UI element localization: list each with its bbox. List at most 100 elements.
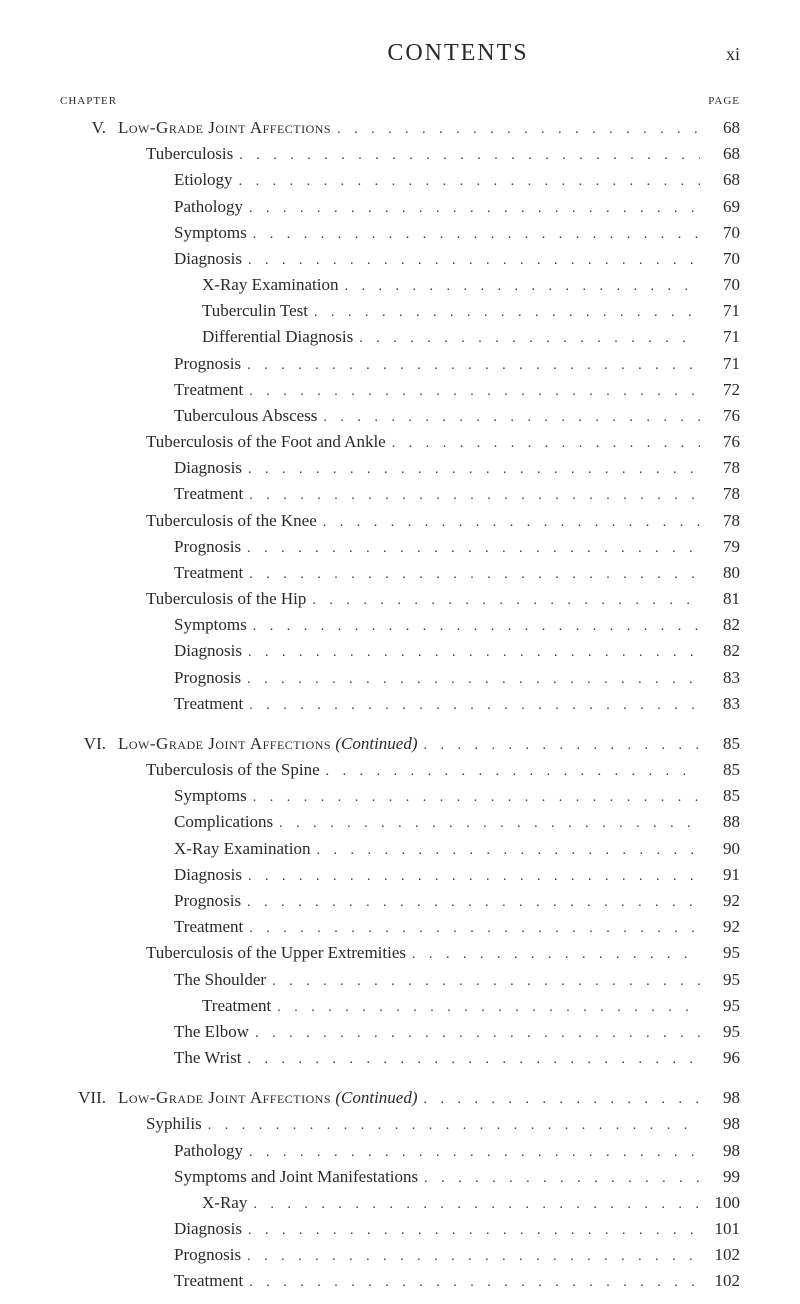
toc-entry: Treatment. . . . . . . . . . . . . . . .… xyxy=(60,560,740,586)
entry-text: Diagnosis xyxy=(118,638,242,664)
entry-page: 78 xyxy=(700,508,740,534)
leader-dots: . . . . . . . . . . . . . . . . . . . . … xyxy=(247,1194,700,1216)
toc-entry: Tuberculosis. . . . . . . . . . . . . . … xyxy=(60,141,740,167)
toc-entry: Tuberculosis of the Upper Extremities. .… xyxy=(60,940,740,966)
toc-entry: X-Ray Examination. . . . . . . . . . . .… xyxy=(60,272,740,298)
toc-entry: Prognosis. . . . . . . . . . . . . . . .… xyxy=(60,665,740,691)
leader-dots: . . . . . . . . . . . . . . . . . . . . … xyxy=(241,669,700,691)
entry-text: Treatment xyxy=(118,377,243,403)
entry-page: 102 xyxy=(700,1268,740,1294)
entry-title: Low-Grade Joint Affections xyxy=(118,734,331,753)
entry-text: Treatment xyxy=(118,1268,243,1294)
toc-entry: Diagnosis. . . . . . . . . . . . . . . .… xyxy=(60,455,740,481)
leader-dots: . . . . . . . . . . . . . . . . . . . . … xyxy=(249,1023,700,1045)
leader-dots: . . . . . . . . . . . . . . . . . . . . … xyxy=(243,381,700,403)
entry-page: 69 xyxy=(700,194,740,220)
entry-page: 92 xyxy=(700,914,740,940)
entry-text: Prognosis xyxy=(118,665,241,691)
toc-entry: Pathology. . . . . . . . . . . . . . . .… xyxy=(60,194,740,220)
entry-text: Prognosis xyxy=(118,1242,241,1268)
leader-dots: . . . . . . . . . . . . . . . . . . . . … xyxy=(242,866,700,888)
entry-text: X-Ray Examination xyxy=(118,836,310,862)
leader-dots: . . . . . . . . . . . . . . . . . . . . … xyxy=(338,276,700,298)
entry-text: X-Ray Examination xyxy=(118,272,338,298)
leader-dots: . . . . . . . . . . . . . . . . . . . . … xyxy=(242,1220,700,1242)
toc-entry: Treatment. . . . . . . . . . . . . . . .… xyxy=(60,993,740,1019)
entry-text: Symptoms xyxy=(118,612,247,638)
entry-page: 90 xyxy=(700,836,740,862)
entry-text: Low-Grade Joint Affections xyxy=(118,115,331,141)
leader-dots: . . . . . . . . . . . . . . . . . . . . … xyxy=(242,642,700,664)
entry-page: 95 xyxy=(700,993,740,1019)
entry-page: 101 xyxy=(700,1216,740,1242)
leader-dots: . . . . . . . . . . . . . . . . . . . . … xyxy=(266,971,700,993)
leader-dots: . . . . . . . . . . . . . . . . . . . . … xyxy=(317,407,700,429)
leader-dots: . . . . . . . . . . . . . . . . . . . . … xyxy=(243,918,700,940)
entry-page: 72 xyxy=(700,377,740,403)
leader-dots: . . . . . . . . . . . . . . . . . . . . … xyxy=(247,787,700,809)
entry-page: 79 xyxy=(700,534,740,560)
leader-dots: . . . . . . . . . . . . . . . . . . . . … xyxy=(243,1272,700,1294)
entry-text: Tuberculosis of the Hip xyxy=(118,586,306,612)
entry-text: Low-Grade Joint Affections (Continued) xyxy=(118,731,418,757)
entry-page: 95 xyxy=(700,940,740,966)
entry-text: Diagnosis xyxy=(118,862,242,888)
entry-suffix: (Continued) xyxy=(331,734,417,753)
entry-page: 92 xyxy=(700,888,740,914)
entry-page: 99 xyxy=(700,1164,740,1190)
toc-entry: Diagnosis. . . . . . . . . . . . . . . .… xyxy=(60,246,740,272)
section-gap xyxy=(60,717,740,731)
leader-dots: . . . . . . . . . . . . . . . . . . . . … xyxy=(418,1168,700,1190)
page-number-text: xi xyxy=(726,44,740,64)
toc-entry: VII.Low-Grade Joint Affections (Continue… xyxy=(60,1085,740,1111)
entry-title: Low-Grade Joint Affections xyxy=(118,118,331,137)
entry-text: The Shoulder xyxy=(118,967,266,993)
toc-entry: Differential Diagnosis. . . . . . . . . … xyxy=(60,324,740,350)
page-number: xi xyxy=(726,44,740,65)
entry-page: 68 xyxy=(700,167,740,193)
toc-entry: Symptoms. . . . . . . . . . . . . . . . … xyxy=(60,220,740,246)
entry-text: Syphilis xyxy=(118,1111,202,1137)
entry-text: Treatment xyxy=(118,691,243,717)
leader-dots: . . . . . . . . . . . . . . . . . . . . … xyxy=(418,735,700,757)
leader-dots: . . . . . . . . . . . . . . . . . . . . … xyxy=(241,355,700,377)
entry-text: Etiology xyxy=(118,167,233,193)
entry-page: 95 xyxy=(700,967,740,993)
leader-dots: . . . . . . . . . . . . . . . . . . . . … xyxy=(233,171,700,193)
toc-entry: Tuberculosis of the Hip. . . . . . . . .… xyxy=(60,586,740,612)
entry-text: Treatment xyxy=(118,914,243,940)
entry-text: Pathology xyxy=(118,194,243,220)
leader-dots: . . . . . . . . . . . . . . . . . . . . … xyxy=(233,145,700,167)
entry-text: The Elbow xyxy=(118,1019,249,1045)
entry-text: Tuberculosis of the Knee xyxy=(118,508,317,534)
page-label: PAGE xyxy=(708,95,740,107)
entry-page: 85 xyxy=(700,731,740,757)
toc-entry: Pathology. . . . . . . . . . . . . . . .… xyxy=(60,1138,740,1164)
entry-title: Low-Grade Joint Affections xyxy=(118,1088,331,1107)
entry-text: Tuberculosis of the Upper Extremities xyxy=(118,940,406,966)
toc-entry: Etiology. . . . . . . . . . . . . . . . … xyxy=(60,167,740,193)
entry-page: 96 xyxy=(700,1045,740,1071)
entry-page: 76 xyxy=(700,403,740,429)
entry-page: 76 xyxy=(700,429,740,455)
entry-text: Prognosis xyxy=(118,534,241,560)
leader-dots: . . . . . . . . . . . . . . . . . . . . … xyxy=(241,1246,700,1268)
leader-dots: . . . . . . . . . . . . . . . . . . . . … xyxy=(247,224,700,246)
toc-entry: X-Ray Examination. . . . . . . . . . . .… xyxy=(60,836,740,862)
leader-dots: . . . . . . . . . . . . . . . . . . . . … xyxy=(320,761,700,783)
entry-page: 100 xyxy=(700,1190,740,1216)
entry-text: Tuberculosis of the Foot and Ankle xyxy=(118,429,386,455)
entry-text: Symptoms xyxy=(118,783,247,809)
entry-page: 70 xyxy=(700,220,740,246)
leader-dots: . . . . . . . . . . . . . . . . . . . . … xyxy=(271,997,700,1019)
page-title: CONTENTS xyxy=(60,40,726,67)
leader-dots: . . . . . . . . . . . . . . . . . . . . … xyxy=(202,1115,700,1137)
column-labels: CHAPTER PAGE xyxy=(60,95,740,107)
toc-entry: Diagnosis. . . . . . . . . . . . . . . .… xyxy=(60,638,740,664)
entry-text: Tuberculosis xyxy=(118,141,233,167)
leader-dots: . . . . . . . . . . . . . . . . . . . . … xyxy=(243,695,700,717)
toc-entry: Treatment. . . . . . . . . . . . . . . .… xyxy=(60,481,740,507)
entry-page: 80 xyxy=(700,560,740,586)
toc-entry: Symptoms. . . . . . . . . . . . . . . . … xyxy=(60,612,740,638)
toc-entry: The Wrist. . . . . . . . . . . . . . . .… xyxy=(60,1045,740,1071)
